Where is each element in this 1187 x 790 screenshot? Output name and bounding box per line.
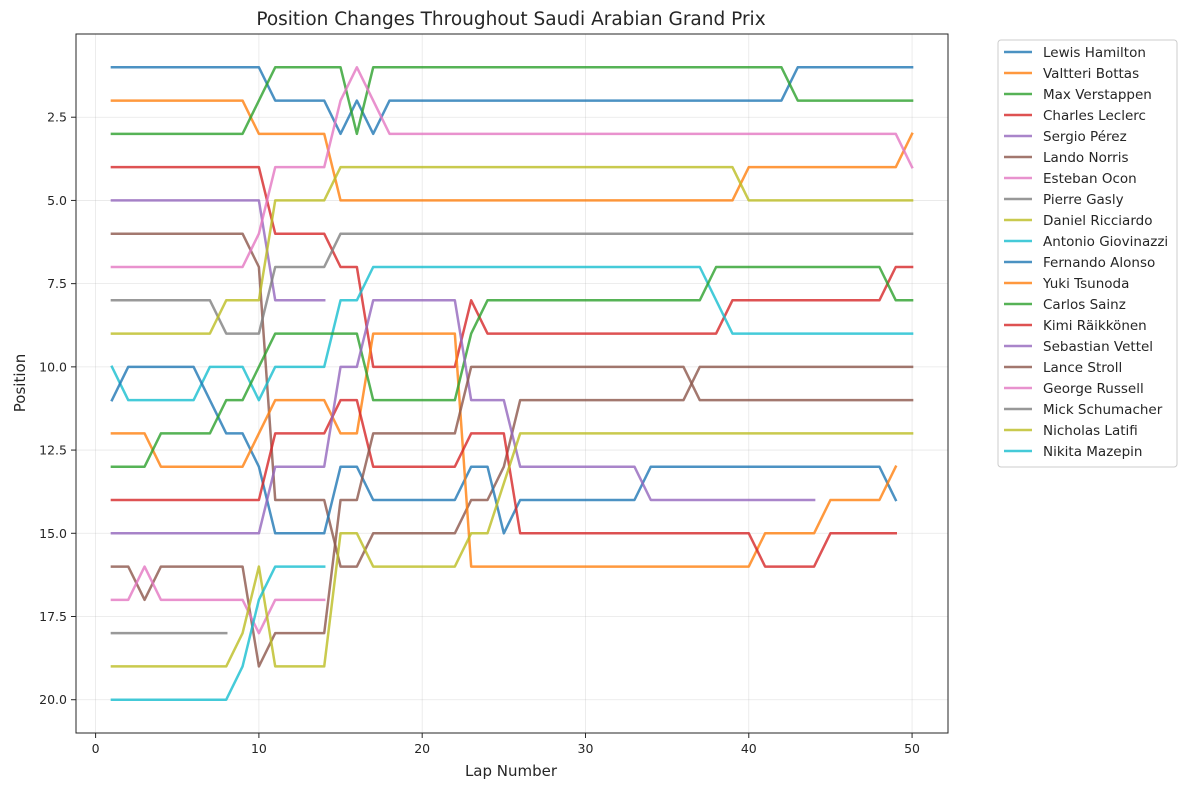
x-tick-label: 20 (414, 741, 430, 756)
legend-label: Mick Schumacher (1043, 402, 1163, 418)
y-tick-label: 10.0 (39, 359, 67, 374)
grid (76, 34, 948, 733)
y-tick-label: 5.0 (47, 193, 67, 208)
series-line (110, 265, 914, 402)
series-line (110, 66, 914, 136)
y-tick-label: 17.5 (39, 609, 67, 624)
legend-label: George Russell (1043, 381, 1144, 397)
series-line (110, 398, 897, 568)
series-lines (110, 66, 914, 701)
x-tick-label: 30 (578, 741, 594, 756)
y-axis-ticks: 2.5 5.0 7.5 10.0 12.5 15.0 17.5 20.0 (39, 110, 76, 707)
legend-label: Pierre Gasly (1043, 192, 1124, 208)
legend: Lewis Hamilton Valtteri Bottas Max Verstap… (997, 39, 1178, 468)
x-tick-label: 0 (92, 741, 100, 756)
series-line (110, 66, 914, 269)
legend-label: Kimi Räikkönen (1043, 318, 1147, 334)
series-line (110, 565, 326, 701)
y-tick-label: 15.0 (39, 526, 67, 541)
series-line (110, 299, 816, 535)
legend-box (997, 39, 1178, 468)
y-tick-label: 12.5 (39, 443, 67, 458)
series-line (110, 199, 326, 302)
legend-label: Max Verstappen (1043, 87, 1152, 103)
legend-label: Daniel Ricciardo (1043, 213, 1152, 229)
legend-label: Nikita Mazepin (1043, 444, 1142, 460)
legend-label: Lewis Hamilton (1043, 45, 1146, 61)
plot-frame (75, 33, 949, 734)
legend-label: Antonio Giovinazzi (1043, 234, 1168, 250)
series-line (110, 565, 326, 635)
series-line (110, 365, 898, 535)
legend-label: Lance Stroll (1043, 360, 1122, 376)
series-line (110, 232, 914, 335)
legend-label: Fernando Alonso (1043, 255, 1155, 271)
x-tick-label: 50 (904, 741, 920, 756)
series-line (110, 99, 914, 202)
series-line (110, 332, 898, 568)
legend-label: Charles Leclerc (1043, 108, 1146, 124)
legend-label: Valtteri Bottas (1043, 66, 1139, 82)
y-tick-label: 7.5 (47, 276, 67, 291)
legend-label: Yuki Tsunoda (1042, 276, 1129, 292)
legend-label: Sebastian Vettel (1043, 339, 1153, 355)
y-axis-label: Position (11, 354, 29, 412)
series-line (110, 165, 914, 335)
x-axis-ticks: 0 10 20 30 40 50 (92, 733, 920, 756)
legend-label: Esteban Ocon (1043, 171, 1137, 187)
series-line (110, 432, 914, 668)
legend-label: Sergio Pérez (1043, 129, 1127, 145)
x-axis-label: Lap Number (465, 762, 558, 780)
x-tick-label: 40 (741, 741, 757, 756)
legend-label: Carlos Sainz (1043, 297, 1126, 313)
series-line (110, 66, 914, 136)
series-line (110, 165, 914, 369)
x-tick-label: 10 (251, 741, 267, 756)
legend-label: Lando Norris (1043, 150, 1128, 166)
y-tick-label: 2.5 (47, 110, 67, 125)
series-line (110, 265, 914, 468)
legend-label: Nicholas Latifi (1043, 423, 1138, 439)
chart-title: Position Changes Throughout Saudi Arabia… (256, 9, 765, 30)
y-tick-label: 20.0 (39, 692, 67, 707)
